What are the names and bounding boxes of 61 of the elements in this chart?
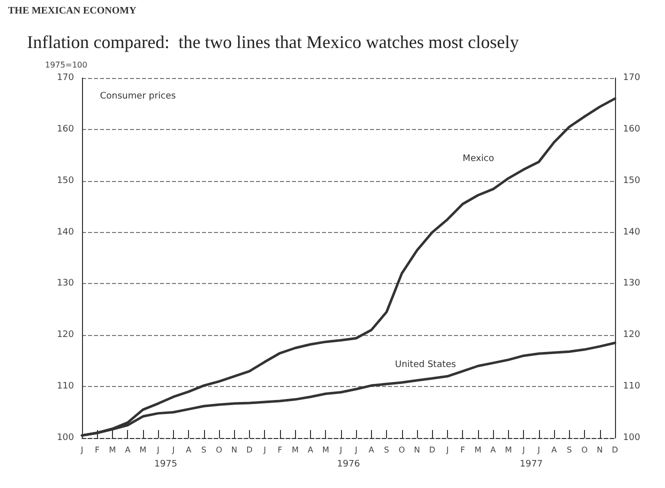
y2-tick-label: 160 (623, 124, 640, 134)
x-tick-label: M (139, 446, 146, 454)
x-tick-label: A (124, 446, 131, 454)
x-tick-label: M (322, 446, 330, 454)
x-tick-label: M (474, 446, 482, 454)
x-tick-label: A (490, 446, 496, 454)
text: 1977 (520, 460, 543, 470)
x-tick-label: N (596, 446, 603, 454)
text: THE MEXICAN ECONOMY (8, 6, 138, 16)
y-tick-label: 150 (56, 176, 74, 186)
x-tick-label: A (308, 446, 314, 454)
x-tick-label: M (109, 446, 116, 454)
x-tick-label: J (354, 446, 358, 454)
x-tick-label: D (429, 446, 436, 454)
x-tick-label: S (201, 446, 206, 454)
x-tick-label: J (156, 446, 160, 454)
x-tick-label: J (338, 446, 342, 454)
y2-tick-label: 110 (623, 382, 640, 392)
x-tick-label: J (80, 446, 84, 454)
y2-tick-label: 130 (623, 278, 640, 289)
y-tick-label: 170 (56, 73, 74, 83)
y2-tick-label: 170 (623, 73, 640, 83)
y-tick-label: 110 (56, 382, 74, 392)
x-tick-label: J (445, 446, 449, 454)
x-tick-label: D (246, 446, 253, 454)
y2-tick-label: 140 (623, 227, 640, 238)
annotation: Consumer prices (100, 92, 176, 102)
y-tick-label: 130 (56, 278, 74, 289)
y-tick-label: 140 (56, 227, 74, 238)
x-tick-label: A (368, 446, 375, 454)
x-tick-label: A (186, 446, 192, 454)
x-tick-label: O (398, 446, 405, 454)
x-tick-label: M (504, 446, 512, 454)
x-tick-label: D (612, 446, 618, 454)
x-tick-label: F (278, 446, 283, 454)
x-tick-label: J (521, 446, 525, 454)
y-tick-label: 160 (56, 124, 74, 134)
x-tick-label: O (581, 446, 588, 454)
x-tick-label: M (292, 446, 299, 454)
y2-tick-label: 150 (623, 176, 640, 186)
x-tick-label: S (384, 446, 390, 454)
x-tick-label: J (171, 446, 175, 454)
x-tick-label: J (536, 446, 540, 454)
chart-subtitle: 1975=100 (45, 60, 88, 70)
y2-tick-label: 100 (623, 433, 640, 443)
text: 1975 (154, 460, 178, 470)
chart-title: Inflation compared: the two lines that Mexico watches most closely (27, 32, 519, 52)
y2-tick-label: 120 (623, 330, 640, 340)
series-label: United States (395, 360, 456, 370)
x-tick-label: F (460, 446, 466, 454)
y-tick-label: 120 (56, 330, 74, 340)
y-tick-label: 100 (56, 433, 74, 443)
x-tick-label: J (262, 446, 266, 454)
x-tick-label: S (566, 446, 572, 454)
x-tick-label: O (216, 446, 222, 454)
x-tick-label: N (414, 446, 420, 454)
x-tick-label: N (231, 446, 238, 454)
text: 1976 (337, 460, 360, 470)
x-tick-label: A (551, 446, 558, 454)
text: Mexico (462, 154, 495, 164)
x-tick-label: F (94, 446, 100, 454)
